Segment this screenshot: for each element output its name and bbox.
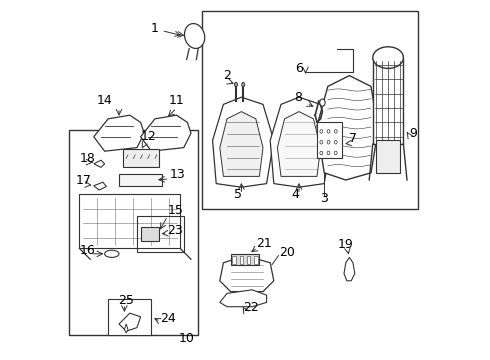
- Ellipse shape: [235, 82, 238, 87]
- Polygon shape: [94, 115, 144, 151]
- Polygon shape: [220, 112, 263, 176]
- Ellipse shape: [327, 130, 330, 133]
- Polygon shape: [220, 290, 267, 307]
- Text: 24: 24: [160, 312, 176, 325]
- Text: 17: 17: [76, 174, 92, 186]
- Polygon shape: [94, 160, 104, 167]
- Ellipse shape: [373, 47, 403, 68]
- Text: 9: 9: [409, 127, 416, 140]
- Bar: [69, 130, 198, 335]
- Text: 22: 22: [243, 301, 259, 314]
- Bar: [108, 299, 151, 335]
- Ellipse shape: [327, 151, 330, 155]
- Text: 25: 25: [118, 294, 134, 307]
- Text: 6: 6: [294, 62, 303, 75]
- Bar: [232, 256, 236, 264]
- Text: 23: 23: [168, 224, 183, 237]
- Polygon shape: [119, 313, 141, 331]
- Polygon shape: [270, 97, 331, 187]
- Text: 18: 18: [79, 152, 95, 165]
- Text: 1: 1: [151, 22, 180, 36]
- Ellipse shape: [185, 23, 205, 49]
- Polygon shape: [141, 115, 191, 151]
- Text: 3: 3: [320, 192, 328, 204]
- Bar: [122, 149, 159, 167]
- Text: 12: 12: [141, 130, 156, 143]
- Ellipse shape: [242, 82, 245, 87]
- Bar: [119, 174, 162, 186]
- Text: 4: 4: [292, 188, 299, 201]
- Text: 5: 5: [234, 188, 242, 201]
- Bar: [79, 194, 180, 248]
- Bar: [137, 216, 184, 252]
- Text: 15: 15: [168, 204, 183, 217]
- Bar: [240, 256, 243, 264]
- Text: 11: 11: [169, 94, 184, 107]
- Text: 19: 19: [338, 238, 354, 251]
- Ellipse shape: [320, 151, 323, 155]
- Text: 2: 2: [223, 69, 231, 82]
- Text: 20: 20: [279, 246, 295, 258]
- Text: 14: 14: [97, 94, 113, 107]
- Ellipse shape: [320, 140, 323, 144]
- Polygon shape: [94, 182, 106, 190]
- Polygon shape: [277, 112, 320, 176]
- Ellipse shape: [334, 130, 337, 133]
- Ellipse shape: [104, 250, 119, 257]
- Polygon shape: [344, 257, 355, 281]
- Text: 10: 10: [178, 332, 194, 345]
- Bar: [317, 122, 342, 158]
- Bar: [247, 256, 250, 264]
- Polygon shape: [213, 97, 274, 187]
- Text: 16: 16: [79, 244, 95, 257]
- Bar: [141, 227, 159, 241]
- Polygon shape: [220, 256, 274, 292]
- Ellipse shape: [319, 99, 325, 106]
- Text: 21: 21: [256, 237, 271, 249]
- Ellipse shape: [320, 130, 323, 133]
- Ellipse shape: [327, 140, 330, 144]
- Bar: [376, 140, 400, 173]
- Polygon shape: [124, 324, 128, 333]
- Bar: [373, 58, 403, 144]
- Text: 13: 13: [170, 168, 185, 181]
- Bar: [202, 11, 418, 209]
- Text: 7: 7: [349, 132, 357, 145]
- Ellipse shape: [334, 151, 337, 155]
- Ellipse shape: [334, 140, 337, 144]
- Text: 8: 8: [294, 91, 303, 104]
- Bar: [254, 256, 258, 264]
- Bar: [231, 254, 259, 265]
- Polygon shape: [317, 76, 378, 180]
